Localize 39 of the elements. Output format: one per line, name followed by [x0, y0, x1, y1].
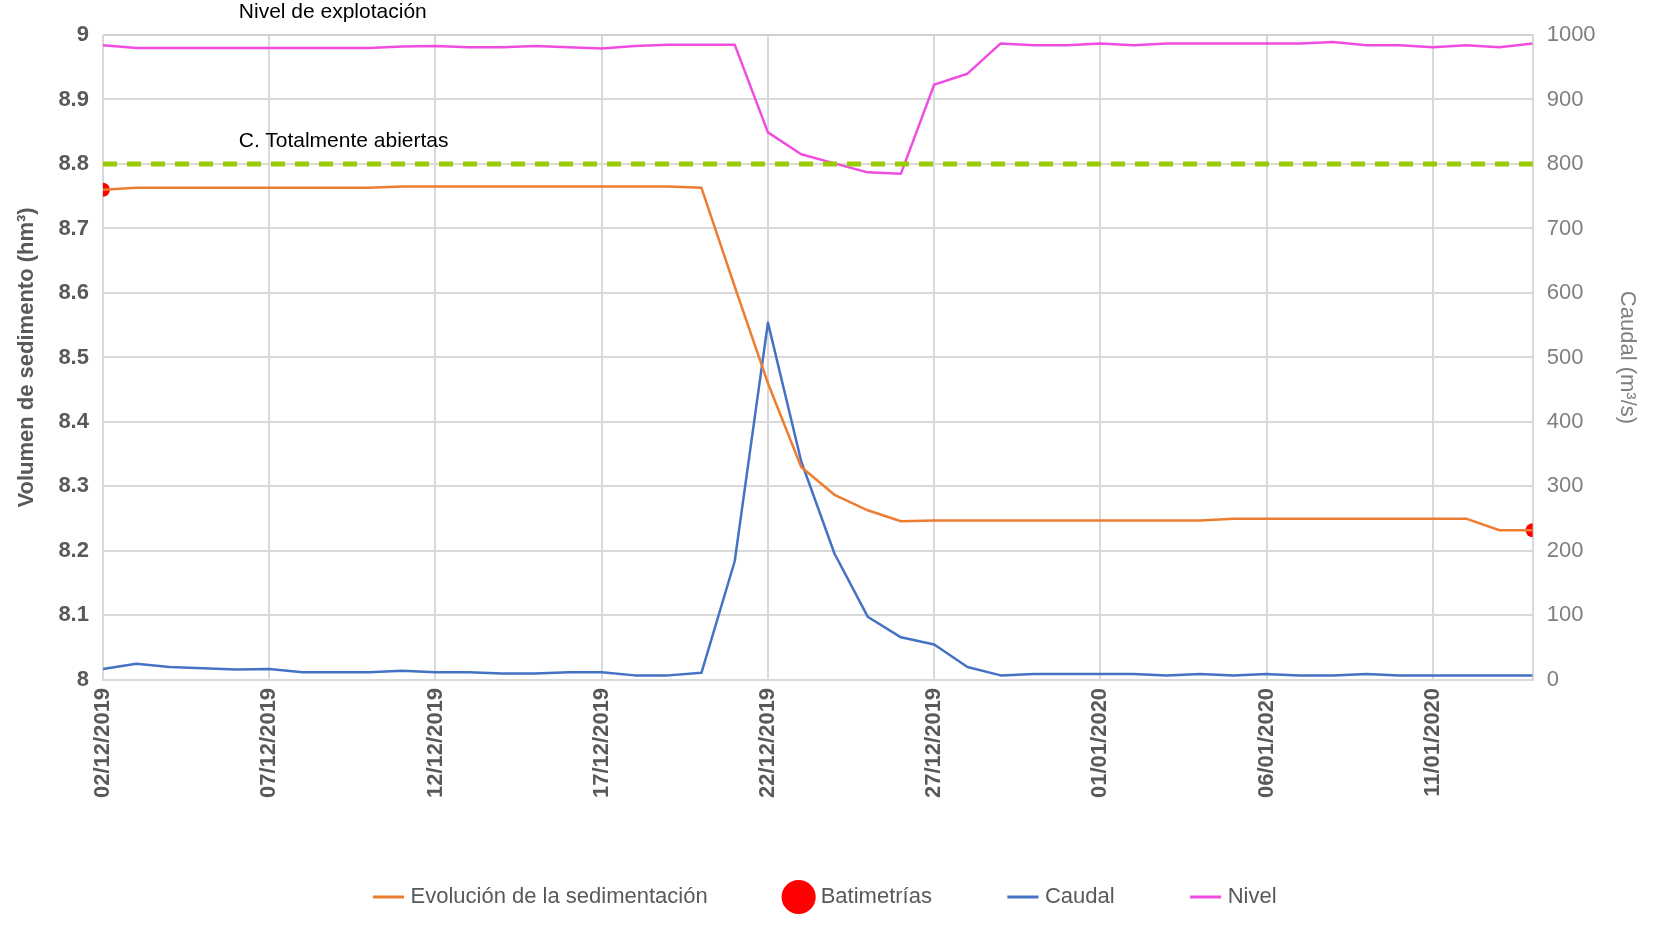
y-tick-label: 8.9 — [58, 85, 89, 111]
y2-axis-title: Caudal (m³/s) — [1615, 290, 1641, 425]
x-tick-label: 07/12/2019 — [255, 687, 281, 798]
ref-line-label: Nivel de explotación — [238, 0, 427, 23]
y2-tick-label: 400 — [1546, 408, 1584, 433]
legend-label: Evolución de la sedimentación — [410, 883, 708, 909]
y-tick-label: 8.5 — [58, 343, 89, 369]
x-tick-label: 11/01/2020 — [1418, 687, 1444, 797]
y-tick-label: 8 — [76, 665, 89, 691]
y2-tick-label: 300 — [1546, 472, 1584, 498]
y-axis-title: Volumen de sedimento (hm³) — [13, 207, 39, 508]
y-tick-label: 9 — [76, 21, 89, 47]
y2-tick-label: 700 — [1546, 214, 1584, 240]
x-tick-label: 17/12/2019 — [587, 687, 613, 798]
x-tick-label: 02/12/2019 — [89, 687, 115, 798]
y2-tick-label: 500 — [1546, 343, 1584, 369]
legend-label: Batimetrías — [820, 883, 932, 909]
legend-label: Nivel — [1227, 883, 1277, 909]
x-tick-label: 06/01/2020 — [1252, 687, 1278, 798]
y-tick-label: 8.1 — [58, 601, 89, 627]
y2-tick-label: 600 — [1546, 279, 1584, 305]
legend-label: Caudal — [1044, 883, 1115, 909]
y-tick-label: 8.6 — [58, 279, 89, 305]
y2-tick-label: 900 — [1546, 85, 1584, 111]
x-tick-label: 01/01/2020 — [1086, 687, 1112, 798]
y-tick-label: 8.8 — [58, 150, 89, 176]
y-tick-label: 8.3 — [58, 472, 89, 498]
y2-tick-label: 100 — [1546, 601, 1584, 627]
y-tick-label: 8.7 — [58, 214, 89, 240]
x-tick-label: 27/12/2019 — [920, 687, 946, 798]
y-tick-label: 8.2 — [58, 536, 89, 562]
ref-line-label: C. Totalmente abiertas — [238, 128, 449, 152]
y-tick-label: 8.4 — [58, 408, 90, 433]
x-tick-label: 12/12/2019 — [421, 687, 447, 798]
y2-tick-label: 0 — [1546, 665, 1559, 691]
y2-tick-label: 800 — [1546, 150, 1584, 176]
y2-tick-label: 200 — [1546, 536, 1584, 562]
x-tick-label: 22/12/2019 — [754, 687, 780, 798]
y2-tick-label: 1000 — [1546, 21, 1596, 47]
